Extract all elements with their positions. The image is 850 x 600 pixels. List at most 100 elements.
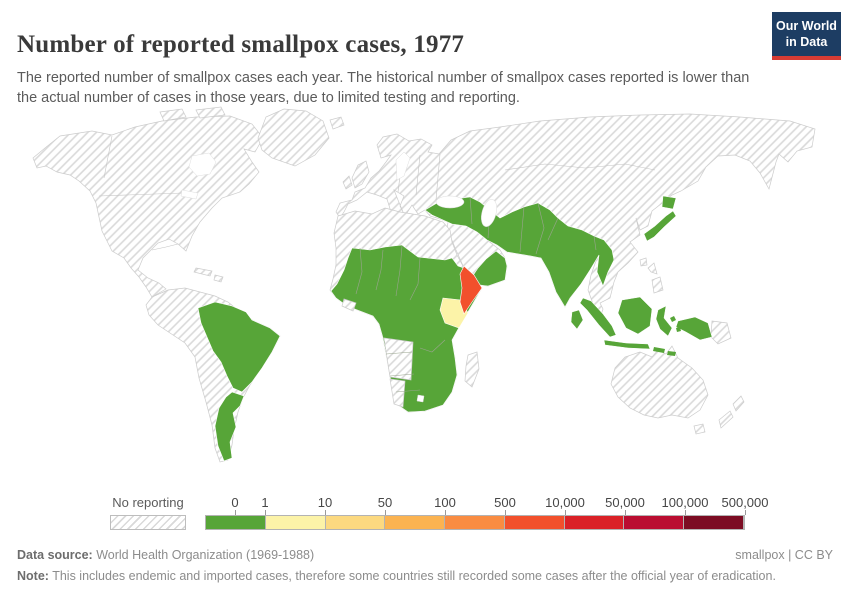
world-map-svg: [32, 106, 816, 463]
region-hispaniola[interactable]: [213, 274, 224, 283]
legend-tick-mark: [625, 510, 626, 515]
region-somalia[interactable]: [459, 265, 483, 315]
footer-data-source: Data source: World Health Organization (…: [17, 548, 314, 562]
region-taiwan[interactable]: [639, 257, 648, 267]
region-iceland[interactable]: [329, 116, 345, 130]
footer-source-row: Data source: World Health Organization (…: [17, 548, 833, 562]
border-russia-west: [435, 153, 441, 201]
legend-colorbar[interactable]: [205, 510, 746, 530]
legend-tick-label: 10: [317, 495, 333, 510]
caspian-sea: [481, 199, 497, 227]
region-yemen-oman[interactable]: [469, 250, 508, 287]
region-greenland[interactable]: [257, 108, 330, 167]
border-alaska-canada: [103, 135, 113, 179]
region-lesser-sunda-west[interactable]: [653, 347, 665, 353]
legend-tick-label: 1: [261, 495, 269, 510]
border-us-canada: [98, 192, 184, 197]
legend-tick-label: 500: [494, 495, 516, 510]
region-papua-new-guinea[interactable]: [710, 320, 732, 345]
border-africa-7: [395, 389, 421, 393]
legend-tick-label: 100: [434, 495, 456, 510]
baltic-sea: [395, 151, 411, 181]
region-lesser-sunda-east[interactable]: [667, 351, 676, 356]
region-maluku[interactable]: [670, 316, 681, 332]
legend-segment: [206, 516, 266, 529]
region-java[interactable]: [603, 339, 651, 350]
legend-no-reporting-label: No reporting: [112, 495, 184, 510]
region-ireland[interactable]: [342, 175, 353, 190]
region-north-america[interactable]: [32, 115, 264, 298]
legend-segment: [385, 516, 446, 529]
legend-tick-mark: [685, 510, 686, 515]
chart-title: Number of reported smallpox cases, 1977: [17, 30, 465, 58]
legend-segment: [624, 516, 685, 529]
region-sumatra[interactable]: [579, 297, 617, 338]
region-madagascar[interactable]: [464, 351, 480, 388]
footer-license: smallpox | CC BY: [735, 548, 833, 562]
legend-segment: [325, 516, 386, 529]
border-asia-1: [469, 196, 473, 225]
data-source-label: Data source:: [17, 548, 93, 562]
legend-segment: [564, 516, 625, 529]
region-australia[interactable]: [610, 345, 709, 419]
border-asia-5: [547, 217, 559, 241]
owid-logo-accent-bar: [772, 56, 841, 61]
region-borneo[interactable]: [617, 296, 653, 335]
region-arctic-island-east[interactable]: [195, 106, 226, 119]
region-angola[interactable]: [383, 337, 414, 381]
border-africa-8: [419, 339, 446, 353]
legend-segment: [684, 516, 745, 529]
legend-tick-label: 100,000: [661, 495, 709, 510]
chart-subtitle: The reported number of smallpox cases ea…: [17, 69, 750, 107]
region-brazil[interactable]: [197, 301, 281, 393]
legend-tick-mark: [565, 510, 566, 515]
legend-segment: [445, 516, 505, 529]
border-africa-1: [375, 249, 384, 291]
region-sulawesi[interactable]: [655, 305, 673, 337]
region-great-britain[interactable]: [351, 160, 370, 189]
data-source-value: World Health Organization (1969-1988): [92, 548, 315, 562]
hudson-bay: [188, 152, 217, 177]
region-tasmania[interactable]: [693, 423, 706, 435]
legend-tick-mark: [505, 510, 506, 515]
legend-tick-label: 0: [231, 495, 239, 510]
legend-tick-mark: [325, 510, 326, 515]
region-new-zealand-south[interactable]: [718, 410, 734, 429]
region-philippines-south[interactable]: [651, 276, 664, 294]
owid-logo[interactable]: Our World in Data: [772, 12, 841, 61]
region-japan-hokkaido[interactable]: [661, 195, 677, 210]
border-asia-6: [593, 235, 597, 251]
legend-no-reporting-swatch[interactable]: [110, 515, 186, 530]
legend-tick-mark: [265, 510, 266, 515]
region-sub-saharan-africa[interactable]: [330, 244, 483, 413]
region-new-zealand-north[interactable]: [732, 395, 745, 412]
region-philippines-north[interactable]: [647, 262, 658, 275]
region-argentina-uruguay[interactable]: [214, 391, 245, 462]
legend-tick-mark: [385, 510, 386, 515]
region-arctic-island-west[interactable]: [159, 108, 187, 122]
border-africa-4: [409, 257, 421, 301]
region-eurasia-base[interactable]: [335, 113, 816, 319]
region-west-africa-no-data[interactable]: [341, 298, 357, 312]
border-europe-2: [415, 154, 421, 196]
region-indonesian-papua[interactable]: [675, 316, 713, 341]
region-middle-east-south-asia[interactable]: [424, 196, 615, 308]
legend-tick-labels: 0 1 10 50 100 500 10,000 50,000 100,000 500,000: [205, 495, 768, 511]
great-lakes: [180, 189, 199, 200]
region-cuba[interactable]: [193, 267, 213, 277]
world-map: [0, 100, 850, 497]
footer-note: Note: This includes endemic and imported…: [17, 569, 833, 583]
region-namibia[interactable]: [389, 378, 406, 408]
border-africa-3: [395, 245, 403, 297]
legend-tick-label: 500,000: [721, 495, 769, 510]
border-asia-3: [519, 206, 525, 253]
border-us-mexico: [151, 243, 179, 251]
legend-tick-label: 50: [377, 495, 393, 510]
footer-note-label: Note:: [17, 569, 49, 583]
border-africa-5: [385, 351, 413, 355]
black-sea: [435, 195, 465, 209]
legend-segment: [504, 516, 565, 529]
region-sri-lanka[interactable]: [570, 309, 584, 330]
region-japan-honshu[interactable]: [643, 210, 677, 242]
legend-tick-label: 50,000: [605, 495, 645, 510]
